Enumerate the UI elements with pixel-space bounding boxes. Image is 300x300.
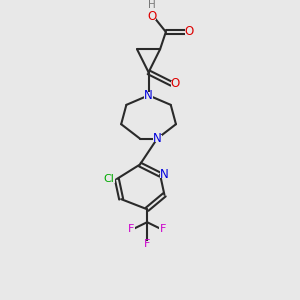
Bar	[159, 225, 167, 232]
Text: F: F	[128, 224, 134, 234]
Text: Cl: Cl	[103, 174, 114, 184]
Text: F: F	[160, 224, 166, 234]
Text: N: N	[153, 132, 162, 145]
Bar	[127, 225, 135, 232]
Text: O: O	[147, 11, 157, 23]
Text: F: F	[144, 239, 150, 249]
Bar	[144, 92, 153, 99]
Text: N: N	[160, 168, 169, 181]
Text: O: O	[170, 77, 180, 90]
Bar	[103, 175, 115, 183]
Text: N: N	[144, 89, 153, 102]
Bar	[153, 135, 162, 142]
Text: O: O	[185, 26, 194, 38]
Bar	[171, 81, 179, 87]
Text: H: H	[148, 0, 156, 11]
Bar	[160, 171, 169, 178]
Bar	[143, 241, 151, 248]
Bar	[185, 29, 194, 35]
Bar	[148, 14, 156, 20]
